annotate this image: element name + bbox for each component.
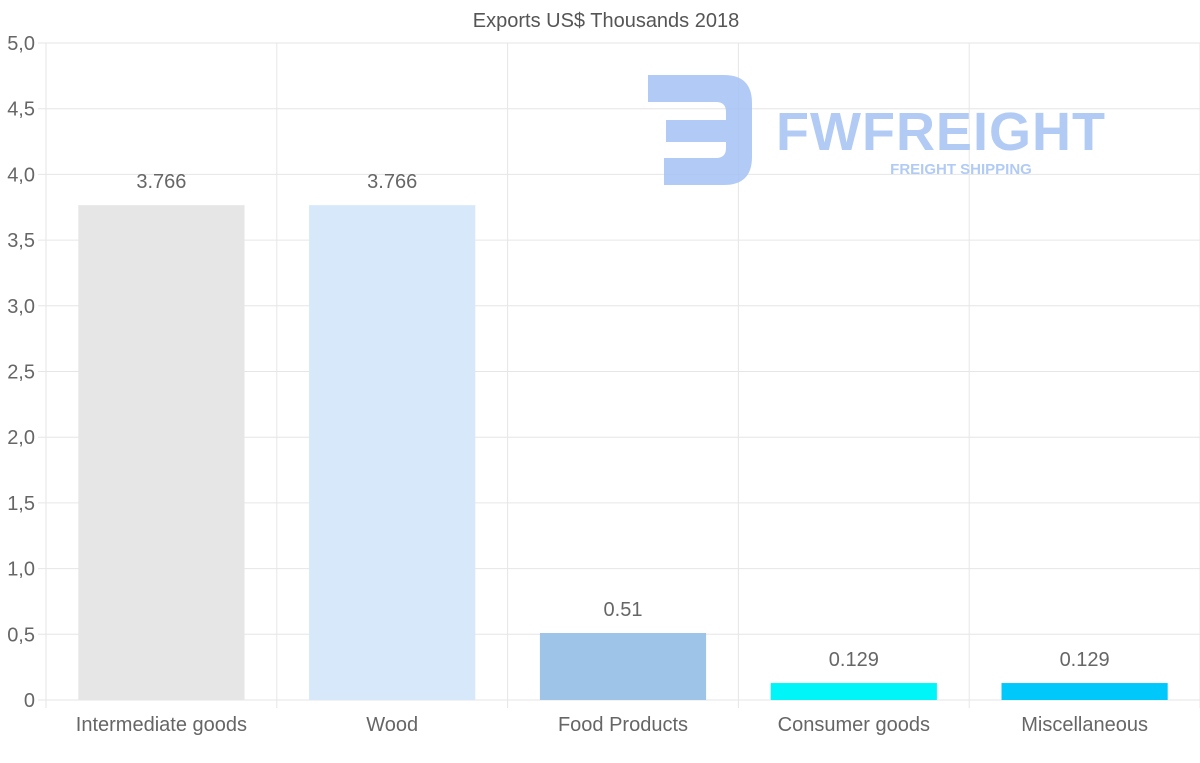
- bar: [539, 632, 707, 700]
- bar: [78, 205, 245, 701]
- data-labels: 3.766 3.766 0.51 0.129 0.129: [136, 171, 1109, 671]
- x-tick-label: Miscellaneous: [1021, 714, 1148, 736]
- data-label: 0.129: [829, 649, 879, 671]
- x-tick-label: Consumer goods: [778, 714, 930, 736]
- y-tick-label: 4,0: [7, 164, 35, 186]
- watermark-logo: FWFREIGHT FREIGHT SHIPPING: [648, 75, 1106, 185]
- data-label: 3.766: [136, 171, 186, 193]
- bar: [770, 683, 937, 700]
- x-tick-label: Wood: [366, 714, 418, 736]
- y-tick-label: 2,0: [7, 427, 35, 449]
- y-tick-label: 0,5: [7, 624, 35, 646]
- x-tick-label: Food Products: [558, 714, 688, 736]
- y-tick-label: 3,5: [7, 230, 35, 252]
- bar: [1001, 683, 1168, 700]
- data-label: 3.766: [367, 171, 417, 193]
- y-axis-ticks: 0 0,5 1,0 1,5 2,0 2,5 3,0 3,5 4,0 4,5 5,0: [7, 33, 35, 712]
- data-label: 0.51: [604, 599, 643, 621]
- watermark-emblem-icon: [648, 75, 752, 185]
- watermark-brand: FWFREIGHT: [776, 102, 1106, 162]
- data-label: 0.129: [1060, 649, 1110, 671]
- y-tick-label: 1,0: [7, 559, 35, 581]
- y-tick-label: 1,5: [7, 493, 35, 515]
- chart-title: Exports US$ Thousands 2018: [473, 10, 739, 32]
- watermark-tagline: FREIGHT SHIPPING: [890, 161, 1032, 178]
- y-tick-label: 4,5: [7, 99, 35, 121]
- bars: [78, 205, 1168, 701]
- y-tick-label: 3,0: [7, 296, 35, 318]
- x-tick-label: Intermediate goods: [76, 714, 247, 736]
- y-tick-label: 0: [24, 690, 35, 712]
- y-tick-label: 5,0: [7, 33, 35, 55]
- bar: [309, 205, 476, 701]
- y-tick-label: 2,5: [7, 362, 35, 384]
- x-axis-ticks: Intermediate goods Wood Food Products Consu…: [76, 714, 1148, 736]
